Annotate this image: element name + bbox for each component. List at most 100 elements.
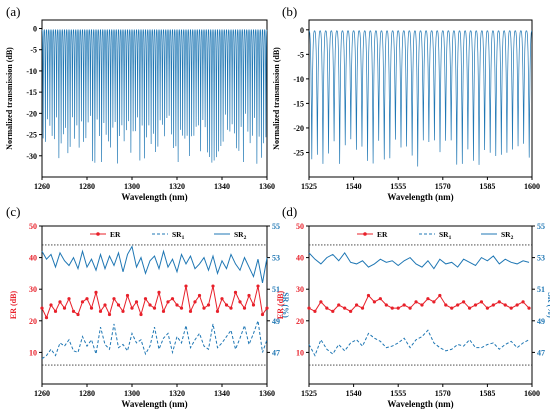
er-point xyxy=(143,297,148,301)
er-point xyxy=(184,284,188,288)
series-line-sr2 xyxy=(308,251,530,270)
er-point xyxy=(450,306,454,310)
legend-marker-er xyxy=(96,232,100,236)
er-point xyxy=(139,312,143,317)
er-point xyxy=(98,309,103,313)
er-point xyxy=(206,303,211,307)
y-left-tick-label: 20 xyxy=(29,317,37,326)
er-point xyxy=(148,303,152,307)
x-tick-label: 1600 xyxy=(524,389,540,398)
y-right-tick-label: 53 xyxy=(537,254,545,263)
er-point xyxy=(319,300,323,304)
series-line-sr1 xyxy=(41,320,268,360)
x-tick-label: 1540 xyxy=(346,389,362,398)
x-tick-label: 1260 xyxy=(34,389,50,398)
er-point xyxy=(40,306,44,310)
er-point xyxy=(366,293,371,298)
er-point xyxy=(116,303,121,307)
y-left-axis-label: ER (dB) xyxy=(9,291,18,320)
x-tick-label: 1320 xyxy=(169,389,185,398)
er-point xyxy=(473,303,478,307)
y-left-tick-label: 50 xyxy=(29,222,37,231)
y-right-axis-label: SR (%) xyxy=(281,292,290,318)
er-point xyxy=(215,309,220,313)
er-point xyxy=(372,300,377,304)
x-tick-label: 1300 xyxy=(124,389,140,398)
legend-item-sr2: SR2 xyxy=(214,230,247,241)
x-axis-label: Wavelength (nm) xyxy=(387,192,453,202)
x-tick-label: 1360 xyxy=(259,182,275,191)
x-tick-label: 1360 xyxy=(259,389,275,398)
er-point xyxy=(509,306,513,310)
er-point xyxy=(414,300,418,304)
y-left-tick-label: 30 xyxy=(296,285,304,294)
y-tick-label: -20 xyxy=(26,109,37,118)
er-point xyxy=(112,297,116,301)
x-tick-label: 1340 xyxy=(214,389,230,398)
y-right-tick-label: 55 xyxy=(272,222,280,231)
er-point xyxy=(349,309,353,313)
plot-frame xyxy=(308,225,533,385)
x-tick-label: 1525 xyxy=(301,182,317,191)
y-tick-label: -5 xyxy=(297,50,304,59)
er-point xyxy=(238,300,242,304)
er-point xyxy=(384,303,388,307)
er-point xyxy=(125,293,130,298)
legend-label: ER xyxy=(110,230,121,239)
panel-a-transmission-chart: 0 -5 -10 -15 -20 -25 -30 Normalized transmissio… xyxy=(5,19,275,202)
x-tick-label: 1280 xyxy=(79,182,95,191)
er-point xyxy=(467,306,472,310)
legend-label: SR1 xyxy=(439,230,452,241)
er-point xyxy=(76,312,80,317)
y-left-tick-label: 30 xyxy=(29,285,37,294)
er-point xyxy=(152,306,157,310)
er-point xyxy=(515,303,519,307)
er-point xyxy=(337,303,341,307)
panel-label-c: (c) xyxy=(6,204,20,219)
er-point xyxy=(170,297,175,301)
er-point xyxy=(444,303,448,307)
er-point xyxy=(491,303,495,307)
legend-item-er: ER xyxy=(357,230,388,239)
legend-label: ER xyxy=(377,230,388,239)
y-tick-label: 0 xyxy=(33,24,37,33)
er-point xyxy=(527,306,531,310)
legend-label: SR2 xyxy=(501,230,514,241)
er-point xyxy=(130,306,134,310)
y-tick-label: -25 xyxy=(26,131,37,140)
y-tick-label: -10 xyxy=(26,67,37,76)
x-tick-label: 1600 xyxy=(524,182,540,191)
er-point xyxy=(521,300,525,304)
series-line-transmission xyxy=(41,29,268,164)
er-point xyxy=(233,290,238,294)
er-point xyxy=(202,306,206,310)
y-right-axis-label: SR (%) xyxy=(546,292,550,318)
y-tick-label: -15 xyxy=(293,99,304,108)
er-point xyxy=(188,309,193,313)
series-line-transmission xyxy=(308,30,533,167)
y-left-tick-label: 10 xyxy=(296,348,304,357)
y-left-tick-label: 50 xyxy=(296,222,304,231)
panel-b-transmission-chart: 0 -5 -10 -15 -20 -25 Normalized transmission (… xyxy=(272,19,540,202)
legend-marker-er xyxy=(363,232,367,236)
er-point xyxy=(58,300,62,304)
er-point xyxy=(360,306,365,310)
y-axis-label: Normalized transmission (dB) xyxy=(272,47,281,150)
x-tick-label: 1555 xyxy=(390,389,406,398)
er-point xyxy=(211,284,215,288)
legend-label: SR2 xyxy=(234,230,247,241)
y-tick-label: -30 xyxy=(26,152,37,161)
x-tick-label: 1540 xyxy=(346,182,362,191)
er-point xyxy=(197,293,202,298)
y-right-tick-label: 55 xyxy=(537,222,545,231)
y-right-tick-label: 51 xyxy=(537,285,545,294)
y-tick-label: 0 xyxy=(300,26,304,35)
er-point xyxy=(390,306,394,310)
er-point xyxy=(354,303,359,307)
er-point xyxy=(265,306,269,310)
er-point xyxy=(85,297,89,301)
er-point xyxy=(49,303,53,307)
er-point xyxy=(179,306,184,310)
series-line-sr1 xyxy=(308,329,530,357)
